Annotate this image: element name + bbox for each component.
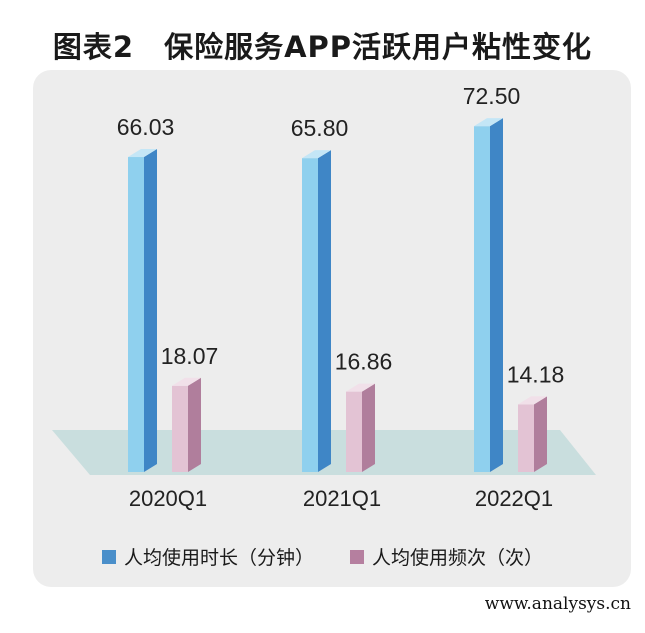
data-label-0-1: 65.80 — [291, 115, 349, 141]
legend-label-frequency: 人均使用频次（次） — [372, 547, 544, 569]
bar-side-0-2 — [490, 118, 503, 473]
data-label-0-2: 72.50 — [463, 83, 521, 109]
bar-1-0 — [172, 385, 188, 472]
bar-top-1-2 — [518, 396, 547, 405]
watermark: www.analysys.cn — [484, 594, 631, 614]
bar-1-1 — [346, 391, 362, 472]
data-label-1-0: 18.07 — [161, 343, 219, 369]
bar-0-2 — [474, 126, 490, 473]
bar-side-0-1 — [318, 150, 331, 472]
bar-side-1-2 — [534, 396, 547, 472]
bar-top-0-2 — [474, 118, 503, 127]
data-label-1-2: 14.18 — [507, 361, 565, 387]
legend-label-duration: 人均使用时长（分钟） — [123, 547, 314, 569]
x-tick-label-1: 2021Q1 — [303, 486, 381, 511]
bar-top-0-0 — [128, 149, 157, 158]
legend: 人均使用时长（分钟） 人均使用频次（次） — [0, 543, 645, 570]
bar-side-0-0 — [144, 149, 157, 472]
legend-item-frequency: 人均使用频次（次） — [350, 543, 543, 570]
bar-0-1 — [302, 158, 318, 472]
data-label-1-1: 16.86 — [335, 349, 393, 375]
bar-0-0 — [128, 157, 144, 472]
data-label-0-0: 66.03 — [117, 114, 175, 140]
bar-side-1-1 — [362, 383, 375, 472]
x-tick-label-0: 2020Q1 — [129, 486, 207, 511]
legend-swatch-duration — [101, 549, 116, 564]
x-tick-label-2: 2022Q1 — [475, 486, 553, 511]
bar-1-2 — [518, 404, 534, 472]
bar-side-1-0 — [188, 377, 201, 472]
bar-top-1-1 — [346, 383, 375, 392]
legend-swatch-frequency — [350, 549, 364, 564]
bar-top-1-0 — [172, 377, 201, 386]
legend-item-duration: 人均使用时长（分钟） — [101, 543, 314, 570]
chart-title: 图表2 保险服务APP活跃用户粘性变化 — [52, 30, 593, 64]
bar-top-0-1 — [302, 150, 331, 159]
